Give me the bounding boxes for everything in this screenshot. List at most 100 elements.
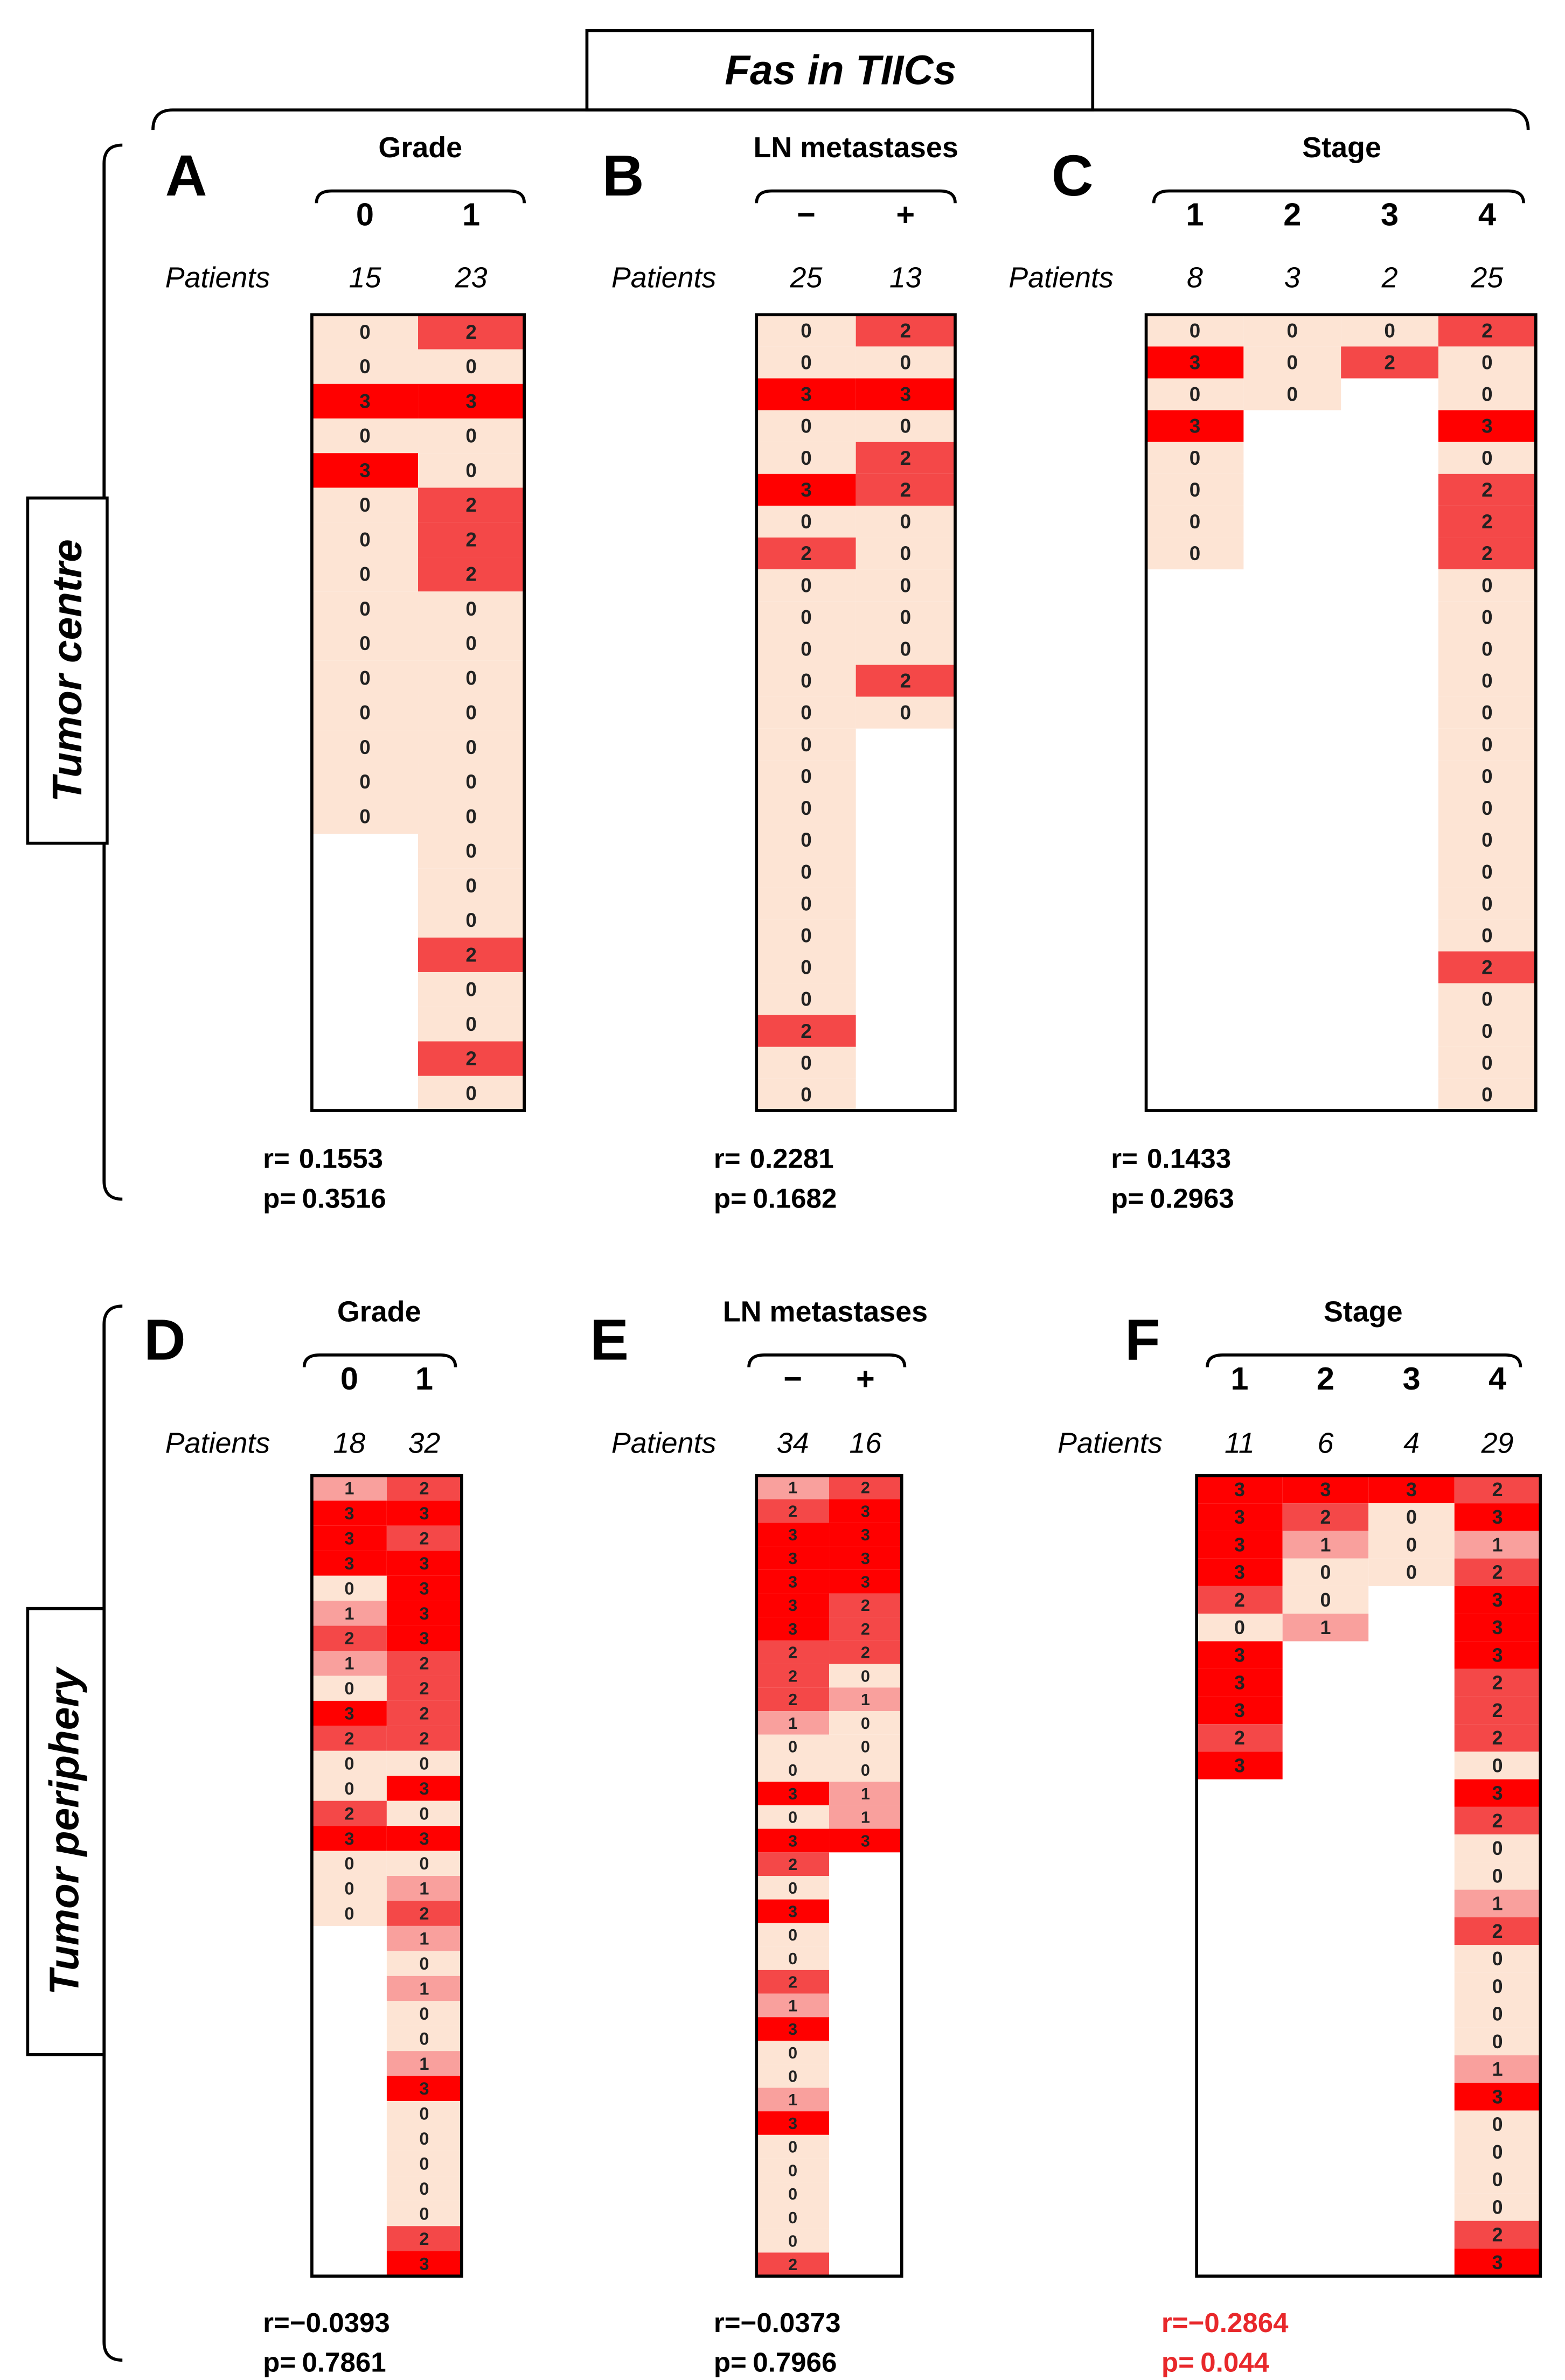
heat-cell [756, 1078, 856, 1111]
heat-cell [1438, 760, 1536, 792]
heat-cell [418, 418, 525, 453]
heat-cell [829, 1805, 902, 1829]
cell-label: 0 [419, 2204, 429, 2223]
cell-label: 0 [788, 1761, 797, 1779]
heat-cell [1282, 1503, 1369, 1531]
cell-label: 0 [861, 1714, 870, 1733]
cell-label: 3 [344, 1829, 354, 1848]
heat-cell [756, 633, 856, 665]
stat-r: r=−0.0373 [714, 2307, 841, 2338]
cell-label: 0 [1492, 1976, 1503, 1997]
heat-cell [756, 1852, 830, 1876]
heat-cell [1454, 1696, 1541, 1725]
heat-cell [1438, 315, 1536, 347]
heat-cell [311, 1726, 387, 1751]
cell-label: 3 [419, 1629, 429, 1648]
panel-letter: F [1125, 1307, 1160, 1372]
cell-label: 3 [1492, 1589, 1503, 1611]
cell-label: 0 [465, 1013, 477, 1035]
category-label: 2 [1317, 1360, 1334, 1397]
cell-label: 2 [801, 542, 812, 564]
heat-cell [386, 2026, 462, 2051]
cell-label: 0 [359, 425, 370, 447]
heat-cell [756, 856, 856, 888]
cell-label: 0 [1320, 1589, 1331, 1611]
group-bracket [755, 189, 957, 204]
cell-label: 0 [788, 2138, 797, 2156]
heat-cell [756, 378, 856, 410]
cell-label: 0 [900, 511, 912, 533]
stat-label: r= [263, 2307, 290, 2338]
cell-label: 0 [1190, 542, 1201, 564]
stat-value: 0.7861 [302, 2347, 386, 2378]
cell-label: 2 [788, 1502, 797, 1520]
cell-label: 0 [788, 2067, 797, 2085]
cell-label: 0 [344, 1854, 354, 1873]
cell-label: 3 [1234, 1506, 1245, 1528]
heat-cell [1146, 442, 1244, 474]
cell-label: 2 [861, 1644, 870, 1662]
heat-cell [418, 1076, 525, 1111]
heat-cell [1454, 1503, 1541, 1531]
cell-label: 0 [1287, 383, 1298, 406]
heat-cell [756, 601, 856, 633]
cell-label: 2 [419, 1479, 429, 1498]
cell-label: 3 [1492, 1644, 1503, 1666]
heat-cell [418, 1041, 525, 1076]
heat-cell [756, 1946, 830, 1970]
cell-label: 0 [1481, 352, 1493, 374]
cell-label: 0 [801, 861, 812, 883]
heat-cell [311, 453, 419, 488]
group-title: Grade [378, 131, 462, 164]
group-bracket [302, 1353, 457, 1367]
cell-label: 0 [419, 2029, 429, 2048]
cell-label: 0 [465, 771, 477, 793]
heat-cell [1282, 1475, 1369, 1504]
heat-cell [756, 919, 856, 952]
cell-label: 2 [344, 1804, 354, 1823]
cell-label: 1 [344, 1654, 354, 1673]
cell-label: 3 [861, 1573, 870, 1592]
cell-label: 0 [788, 1809, 797, 1827]
heat-cell [418, 591, 525, 626]
cell-label: 2 [788, 1667, 797, 1685]
heat-cell [829, 1499, 902, 1523]
cell-label: 0 [1190, 383, 1201, 406]
cell-label: 2 [900, 319, 912, 341]
heat-cell [1454, 1586, 1541, 1614]
stat-label: r= [714, 1143, 741, 1174]
cell-label: 0 [801, 734, 812, 756]
cell-label: 0 [1492, 2196, 1503, 2218]
stat-r: r=−0.0393 [263, 2307, 390, 2338]
stat-value: 0.1433 [1147, 1143, 1231, 1174]
heat-cell [1454, 1558, 1541, 1586]
heat-cell [418, 799, 525, 834]
category-label: − [783, 1360, 802, 1397]
cell-label: 3 [1234, 1700, 1245, 1721]
heat-cell [311, 1676, 387, 1701]
heat-cell [311, 1700, 387, 1726]
cell-label: 1 [788, 1997, 797, 2015]
cell-label: 3 [788, 1573, 797, 1592]
heat-cell [829, 1711, 902, 1735]
heat-cell [829, 1475, 902, 1499]
cell-label: 1 [419, 1979, 429, 1998]
cell-label: 0 [801, 702, 812, 724]
heat-cell [386, 1951, 462, 1976]
heat-cell [418, 695, 525, 730]
heat-cell [1454, 1614, 1541, 1642]
heat-cell [1438, 410, 1536, 442]
heat-cell [756, 1475, 830, 1499]
cell-label: 0 [1190, 511, 1201, 533]
heat-cell [1454, 1917, 1541, 1945]
cell-label: 1 [1492, 1893, 1503, 1915]
heat-cell [418, 487, 525, 522]
heat-cell [855, 538, 956, 570]
heat-cell [311, 626, 419, 661]
heat-cell [756, 1687, 830, 1712]
cell-label: 3 [788, 1785, 797, 1803]
cell-label: 3 [1234, 1755, 1245, 1776]
patients-label: Patients [165, 261, 270, 294]
heat-cell [1197, 1558, 1283, 1586]
heat-cell [756, 1593, 830, 1617]
